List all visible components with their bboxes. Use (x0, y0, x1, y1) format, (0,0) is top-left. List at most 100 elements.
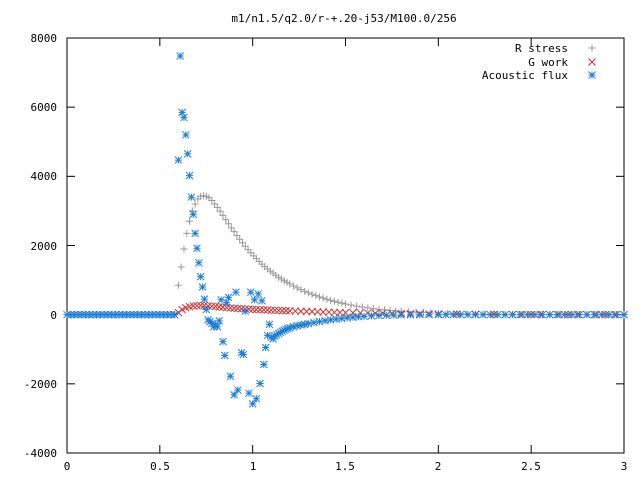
data-point (174, 281, 182, 289)
data-point (316, 293, 324, 301)
data-point (271, 306, 279, 315)
data-point (564, 310, 573, 319)
data-point (382, 311, 391, 320)
data-point (336, 308, 344, 317)
data-point (183, 150, 192, 158)
data-point (137, 310, 146, 319)
data-point (284, 324, 292, 333)
data-point (313, 307, 322, 316)
data-point (375, 311, 383, 320)
chart-title: m1/n1.5/q2.0/r-+.20-j53/M100.0/256 (231, 12, 456, 25)
data-point (324, 308, 333, 317)
series-0 (63, 192, 628, 319)
data-point (159, 310, 168, 319)
data-point (285, 323, 294, 332)
data-point (254, 290, 263, 298)
data-point (310, 318, 318, 327)
data-point (367, 312, 376, 320)
legend-marker (588, 71, 596, 79)
data-point (77, 310, 86, 319)
x-tick-label: 1.5 (335, 460, 355, 473)
data-point (185, 171, 194, 180)
data-point (225, 220, 233, 228)
y-tick-label: 2000 (31, 240, 58, 253)
data-point (406, 310, 415, 319)
data-point (167, 310, 175, 319)
data-point (330, 308, 339, 317)
legend-label-acoustic-flux: Acoustic flux (482, 69, 568, 82)
data-point (133, 310, 142, 319)
data-point (129, 310, 138, 319)
x-tick-label: 0 (64, 460, 71, 473)
data-point (330, 297, 338, 305)
data-point (198, 283, 207, 291)
data-point (74, 310, 82, 319)
y-tick-label: -4000 (24, 447, 57, 460)
data-point (315, 317, 324, 326)
data-point (176, 52, 185, 60)
y-tick-label: 6000 (31, 101, 58, 114)
data-point (553, 310, 562, 319)
data-point (620, 310, 628, 319)
x-tick-label: 2.5 (521, 460, 541, 473)
data-point (263, 331, 272, 340)
data-point (219, 303, 227, 312)
data-point (259, 360, 268, 369)
data-point (267, 306, 276, 315)
legend-markers (588, 44, 596, 79)
data-point (155, 310, 164, 319)
data-point (219, 211, 227, 219)
data-point (177, 263, 185, 271)
data-point (170, 310, 179, 319)
data-point (300, 320, 309, 329)
data-point (297, 286, 305, 294)
data-point (282, 325, 290, 334)
data-point (178, 108, 186, 117)
data-point (269, 335, 277, 343)
data-point (568, 310, 576, 319)
data-point (81, 310, 90, 319)
data-point (107, 310, 116, 319)
data-point (293, 284, 301, 292)
data-point (531, 310, 539, 319)
data-point (187, 193, 196, 201)
data-point (246, 288, 255, 297)
data-point (274, 306, 283, 315)
data-point (464, 310, 472, 319)
data-point (276, 328, 285, 337)
data-point (375, 305, 383, 313)
data-point (215, 303, 224, 311)
data-point (389, 311, 398, 319)
data-point (612, 310, 621, 319)
data-point (293, 321, 302, 330)
x-tick-label: 2 (435, 460, 442, 473)
legend-label-g-work: G work (528, 56, 568, 69)
data-point (493, 310, 502, 319)
data-point (258, 296, 266, 305)
data-point (227, 224, 235, 232)
data-point (304, 319, 313, 328)
data-point (118, 310, 127, 319)
data-point (274, 329, 283, 338)
data-point (70, 310, 79, 319)
data-point (248, 305, 257, 314)
legend-marker (588, 58, 596, 66)
x-tick-label: 1 (250, 460, 257, 473)
data-point (115, 310, 123, 319)
data-point (397, 311, 406, 319)
data-point (425, 310, 433, 319)
data-point (516, 310, 524, 319)
data-point (194, 258, 203, 267)
data-point (193, 301, 201, 310)
data-point (144, 310, 153, 319)
data-point (434, 310, 443, 319)
data-point (111, 310, 120, 319)
data-point (233, 386, 242, 394)
data-point (252, 394, 261, 403)
data-point (191, 200, 199, 208)
data-point (96, 310, 105, 319)
data-point (319, 308, 328, 316)
data-point (230, 228, 238, 236)
legend-marker (588, 44, 596, 52)
data-point (560, 310, 569, 319)
